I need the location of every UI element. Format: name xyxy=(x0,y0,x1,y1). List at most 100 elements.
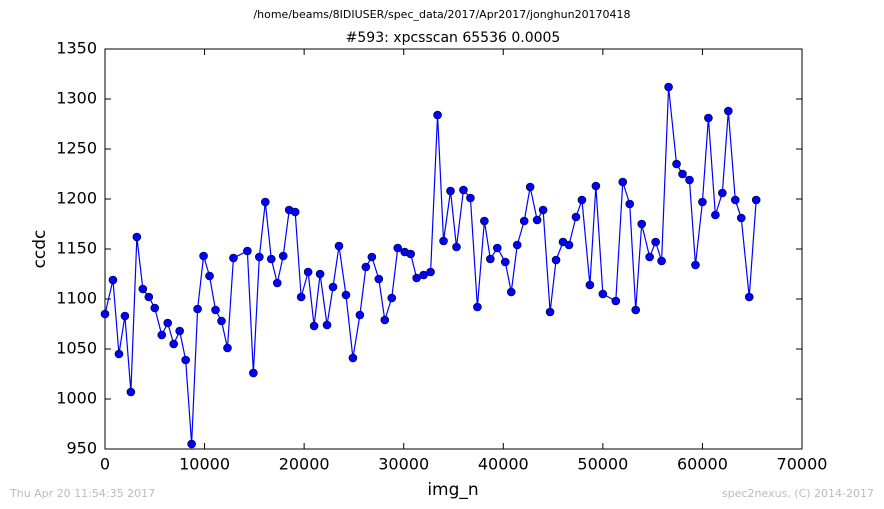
data-point xyxy=(452,242,461,252)
data-point xyxy=(751,195,761,205)
data-point xyxy=(243,246,252,256)
y-tick-label: 1300 xyxy=(56,89,97,108)
suptitle: /home/beams/8IDIUSER/spec_data/2017/Apr2… xyxy=(253,8,630,21)
data-point xyxy=(406,249,415,259)
data-point xyxy=(199,251,208,261)
data-point xyxy=(618,177,628,187)
data-point xyxy=(334,241,344,251)
data-point xyxy=(691,260,700,270)
data-point xyxy=(367,252,377,262)
y-axis-label: ccdc xyxy=(30,230,50,269)
y-tick-label: 1250 xyxy=(56,139,97,158)
x-axis-label: img_n xyxy=(427,480,478,500)
data-point xyxy=(532,215,542,225)
data-point xyxy=(459,185,468,195)
data-point xyxy=(181,355,190,365)
data-point xyxy=(651,237,660,247)
data-point xyxy=(303,267,313,277)
data-point xyxy=(175,326,184,336)
y-tick-label: 1050 xyxy=(56,339,97,358)
data-point xyxy=(730,195,740,205)
data-point xyxy=(393,243,403,253)
data-point xyxy=(341,290,351,300)
data-point xyxy=(361,262,371,272)
data-point xyxy=(525,182,535,192)
data-point xyxy=(387,293,397,303)
data-point xyxy=(144,292,154,302)
data-point xyxy=(100,309,110,319)
data-point xyxy=(223,343,232,353)
x-tick-label: 10000 xyxy=(179,455,230,474)
data-point xyxy=(698,197,707,207)
data-point xyxy=(486,254,495,264)
data-point xyxy=(718,188,727,198)
data-point xyxy=(439,236,448,246)
data-point xyxy=(446,186,455,196)
data-point xyxy=(217,316,226,326)
data-point xyxy=(126,387,136,397)
x-tick-label: 70000 xyxy=(777,455,828,474)
data-point xyxy=(255,252,264,262)
data-point xyxy=(296,292,306,302)
data-point xyxy=(506,287,516,297)
x-tick-label: 50000 xyxy=(577,455,628,474)
data-point xyxy=(163,318,173,328)
y-tick-label: 1150 xyxy=(56,239,97,258)
data-point xyxy=(545,307,555,317)
data-point xyxy=(150,303,160,313)
data-point xyxy=(678,169,687,179)
data-point xyxy=(132,232,142,242)
data-point xyxy=(473,302,482,312)
data-point xyxy=(611,296,621,306)
data-point xyxy=(466,193,475,203)
data-point xyxy=(138,284,148,294)
x-tick-label: 0 xyxy=(100,455,110,474)
data-point xyxy=(249,368,258,378)
data-point xyxy=(205,271,214,281)
data-point xyxy=(120,311,130,321)
data-point xyxy=(229,253,238,263)
data-point xyxy=(711,210,720,220)
data-point xyxy=(736,213,746,223)
data-point xyxy=(278,251,288,261)
data-point xyxy=(631,305,641,315)
data-point xyxy=(500,257,510,267)
y-tick-label: 1350 xyxy=(56,39,97,58)
data-point xyxy=(309,321,319,331)
data-point xyxy=(426,267,435,277)
x-tick-label: 30000 xyxy=(378,455,429,474)
data-point xyxy=(577,195,587,205)
data-point xyxy=(348,353,358,363)
y-tick-label: 950 xyxy=(66,439,97,458)
data-point xyxy=(157,330,167,340)
data-point xyxy=(266,254,276,264)
data-point xyxy=(193,304,202,314)
data-point xyxy=(625,199,635,209)
y-tick-label: 1200 xyxy=(56,189,97,208)
data-point xyxy=(585,280,595,290)
footer-left: Thu Apr 20 11:54:35 2017 xyxy=(9,487,155,500)
data-point xyxy=(657,256,666,266)
data-point xyxy=(512,240,522,250)
data-point xyxy=(261,197,270,207)
y-tick-label: 1100 xyxy=(56,289,97,308)
data-point xyxy=(591,181,601,191)
data-point xyxy=(114,349,124,359)
data-point xyxy=(551,255,561,265)
data-point xyxy=(187,439,196,449)
data-point xyxy=(685,175,694,185)
data-point xyxy=(564,240,574,250)
data-point xyxy=(355,310,365,320)
data-point xyxy=(290,207,300,217)
data-point xyxy=(169,339,179,349)
y-tick-label: 1000 xyxy=(56,389,97,408)
data-point xyxy=(598,289,608,299)
x-tick-label: 40000 xyxy=(478,455,529,474)
data-point xyxy=(493,243,502,253)
data-point xyxy=(315,269,325,279)
data-point xyxy=(433,110,442,120)
x-tick-label: 20000 xyxy=(279,455,330,474)
chart-title: #593: xpcsscan 65536 0.0005 xyxy=(346,30,561,46)
